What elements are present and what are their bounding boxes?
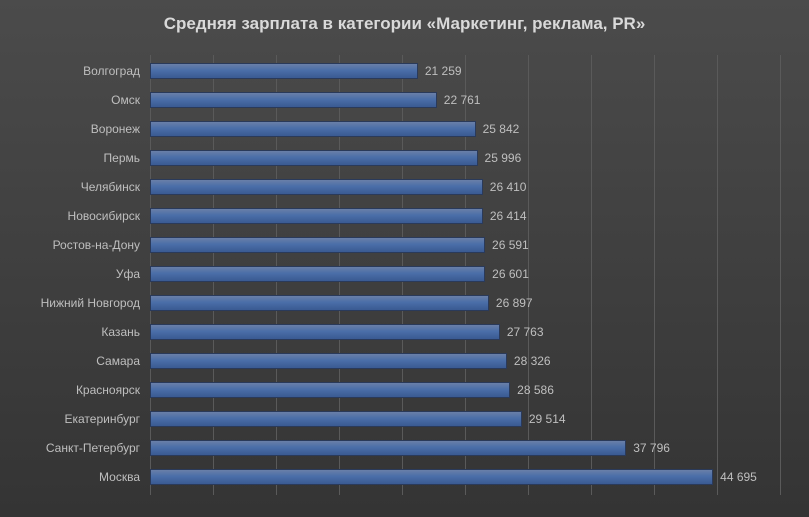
bar: 26 414 <box>150 208 483 224</box>
bar-row: Уфа26 601 <box>150 266 780 282</box>
bar: 28 326 <box>150 353 507 369</box>
value-label: 26 897 <box>488 296 533 310</box>
category-label: Красноярск <box>76 383 150 397</box>
value-label: 28 326 <box>506 354 551 368</box>
bar: 25 996 <box>150 150 478 166</box>
value-label: 29 514 <box>521 412 566 426</box>
category-label: Омск <box>111 93 150 107</box>
chart-title: Средняя зарплата в категории «Маркетинг,… <box>0 14 809 34</box>
bar: 25 842 <box>150 121 476 137</box>
bar-row: Казань27 763 <box>150 324 780 340</box>
category-label: Новосибирск <box>68 209 150 223</box>
value-label: 26 601 <box>484 267 529 281</box>
salary-bar-chart: Средняя зарплата в категории «Маркетинг,… <box>0 0 809 517</box>
bar: 28 586 <box>150 382 510 398</box>
category-label: Москва <box>99 470 150 484</box>
bar: 26 410 <box>150 179 483 195</box>
plot-area: Волгоград21 259 Омск22 761 Воронеж25 842 Пе… <box>150 55 780 495</box>
bar-row: Омск22 761 <box>150 92 780 108</box>
category-label: Воронеж <box>91 122 150 136</box>
bar-row: Нижний Новгород26 897 <box>150 295 780 311</box>
category-label: Санкт-Петербург <box>46 441 150 455</box>
value-label: 37 796 <box>625 441 670 455</box>
bar: 26 897 <box>150 295 489 311</box>
bar: 26 591 <box>150 237 485 253</box>
value-label: 26 410 <box>482 180 527 194</box>
bar-row: Ростов-на-Дону26 591 <box>150 237 780 253</box>
category-label: Челябинск <box>81 180 150 194</box>
category-label: Самара <box>96 354 150 368</box>
category-label: Нижний Новгород <box>41 296 150 310</box>
value-label: 25 842 <box>475 122 520 136</box>
value-label: 21 259 <box>417 64 462 78</box>
value-label: 22 761 <box>436 93 481 107</box>
value-label: 26 591 <box>484 238 529 252</box>
bar-row: Челябинск26 410 <box>150 179 780 195</box>
value-label: 28 586 <box>509 383 554 397</box>
bar-row: Волгоград21 259 <box>150 63 780 79</box>
category-label: Казань <box>101 325 150 339</box>
bar-row: Санкт-Петербург37 796 <box>150 440 780 456</box>
category-label: Уфа <box>116 267 150 281</box>
bar-row: Воронеж25 842 <box>150 121 780 137</box>
bar-row: Москва44 695 <box>150 469 780 485</box>
bar: 29 514 <box>150 411 522 427</box>
category-label: Ростов-на-Дону <box>53 238 150 252</box>
value-label: 44 695 <box>712 470 757 484</box>
bar: 26 601 <box>150 266 485 282</box>
bar-row: Екатеринбург29 514 <box>150 411 780 427</box>
bar-row: Новосибирск26 414 <box>150 208 780 224</box>
bar: 21 259 <box>150 63 418 79</box>
category-label: Волгоград <box>83 64 150 78</box>
bar: 44 695 <box>150 469 713 485</box>
bar: 27 763 <box>150 324 500 340</box>
category-label: Пермь <box>104 151 150 165</box>
bar-row: Пермь25 996 <box>150 150 780 166</box>
value-label: 26 414 <box>482 209 527 223</box>
bar-row: Самара28 326 <box>150 353 780 369</box>
value-label: 27 763 <box>499 325 544 339</box>
gridline <box>780 55 781 495</box>
bar: 37 796 <box>150 440 626 456</box>
category-label: Екатеринбург <box>65 412 151 426</box>
value-label: 25 996 <box>477 151 522 165</box>
bar: 22 761 <box>150 92 437 108</box>
bar-row: Красноярск28 586 <box>150 382 780 398</box>
